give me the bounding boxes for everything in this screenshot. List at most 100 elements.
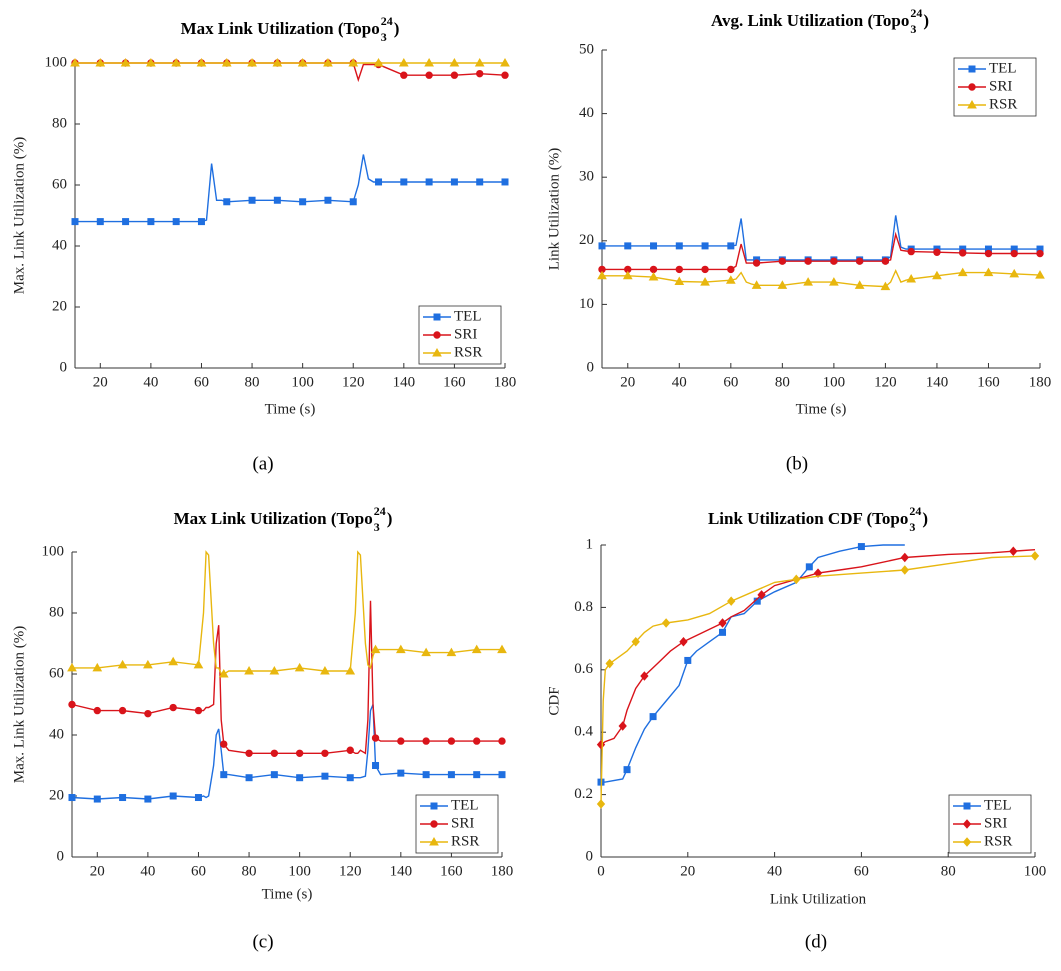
data-point [718, 618, 727, 628]
x-tick-label: 40 [767, 863, 782, 879]
data-point [450, 71, 459, 79]
data-point [147, 218, 155, 226]
data-point [375, 178, 383, 186]
data-point [446, 647, 457, 657]
data-point [900, 552, 909, 563]
data-point [701, 242, 709, 250]
data-point [346, 774, 354, 782]
x-tick-label: 100 [823, 374, 846, 390]
data-point [400, 71, 408, 79]
legend-marker [968, 65, 976, 73]
data-point [346, 746, 354, 754]
y-tick-label: 0 [587, 359, 595, 375]
data-point [349, 198, 357, 206]
data-point [117, 659, 128, 669]
title-superscript: 24 [381, 14, 393, 28]
data-point [118, 706, 127, 715]
data-point [218, 668, 229, 678]
x-tick-label: 20 [93, 374, 108, 390]
x-tick-label: 40 [672, 374, 687, 390]
data-point [1036, 249, 1044, 258]
legend-label: TEL [454, 308, 482, 324]
x-tick-label: 20 [680, 863, 695, 879]
data-point [299, 198, 307, 206]
legend-box [953, 57, 1037, 117]
data-point [501, 178, 509, 186]
series-line [75, 154, 505, 223]
data-point [498, 771, 506, 779]
data-point [498, 737, 506, 745]
x-axis-label: Time (s) [796, 401, 847, 417]
data-point [321, 749, 329, 757]
data-point [320, 665, 330, 675]
y-tick-label: 0 [586, 848, 594, 864]
x-tick-label: 20 [90, 863, 105, 879]
data-point [119, 794, 127, 802]
data-point [803, 277, 813, 286]
data-point [447, 737, 456, 745]
data-point [245, 774, 253, 782]
data-point [596, 739, 606, 750]
y-axis-label: Link Utilization (%) [546, 148, 562, 270]
x-tick-label: 40 [143, 374, 158, 390]
series-line [75, 62, 506, 83]
series-line [72, 550, 502, 675]
x-tick-label: 80 [941, 863, 956, 879]
data-point [605, 658, 614, 669]
caption: (a) [252, 453, 273, 474]
data-point [397, 769, 405, 777]
data-point [345, 665, 356, 675]
data-point [96, 218, 104, 226]
data-point [245, 749, 253, 757]
series-line [71, 600, 502, 755]
data-point [640, 671, 649, 681]
data-point [855, 257, 864, 265]
title-text: Max Link Utilization (Topo [174, 509, 373, 528]
data-point [68, 700, 76, 709]
data-point [348, 57, 359, 67]
data-point [618, 721, 627, 731]
y-tick-label: 10 [579, 296, 594, 312]
data-point [273, 196, 281, 204]
data-point [649, 713, 657, 721]
legend-marker [432, 347, 442, 357]
data-point [296, 774, 304, 782]
y-tick-label: 0 [57, 848, 65, 864]
data-point [422, 771, 430, 779]
legend-marker [968, 83, 976, 91]
data-point [373, 57, 384, 67]
x-tick-label: 40 [140, 863, 155, 879]
legend-label: RSR [984, 833, 1012, 849]
data-point [146, 57, 156, 67]
data-point [297, 57, 308, 67]
data-point [857, 543, 865, 551]
chart-panel: Max Link Utilization (Topo 3 24) 0 20 40 60 80 1… [11, 14, 516, 475]
y-tick-label: 0.4 [574, 724, 593, 740]
data-point [372, 762, 380, 769]
y-tick-label: 60 [49, 665, 64, 681]
title-superscript: 24 [374, 504, 386, 518]
y-axis-label: Max. Link Utilization (%) [11, 137, 27, 294]
series-line [71, 704, 502, 800]
series-line [600, 549, 1036, 746]
data-point [172, 218, 180, 226]
data-point [1030, 551, 1040, 561]
data-point [93, 706, 101, 715]
data-point [168, 656, 179, 666]
x-tick-label: 140 [390, 863, 413, 879]
y-tick-label: 80 [52, 115, 67, 131]
x-tick-label: 20 [620, 374, 635, 390]
data-point [598, 242, 606, 250]
data-point [830, 257, 838, 265]
data-point [959, 249, 967, 257]
data-point [95, 57, 106, 67]
data-point [244, 665, 254, 675]
y-tick-label: 100 [45, 54, 68, 70]
data-point [679, 636, 688, 647]
data-point [1035, 270, 1045, 279]
x-tick-label: 160 [977, 374, 1000, 390]
data-point [143, 659, 153, 669]
data-point [623, 766, 631, 774]
legend-label: RSR [454, 344, 482, 360]
y-tick-label: 1 [586, 536, 594, 552]
